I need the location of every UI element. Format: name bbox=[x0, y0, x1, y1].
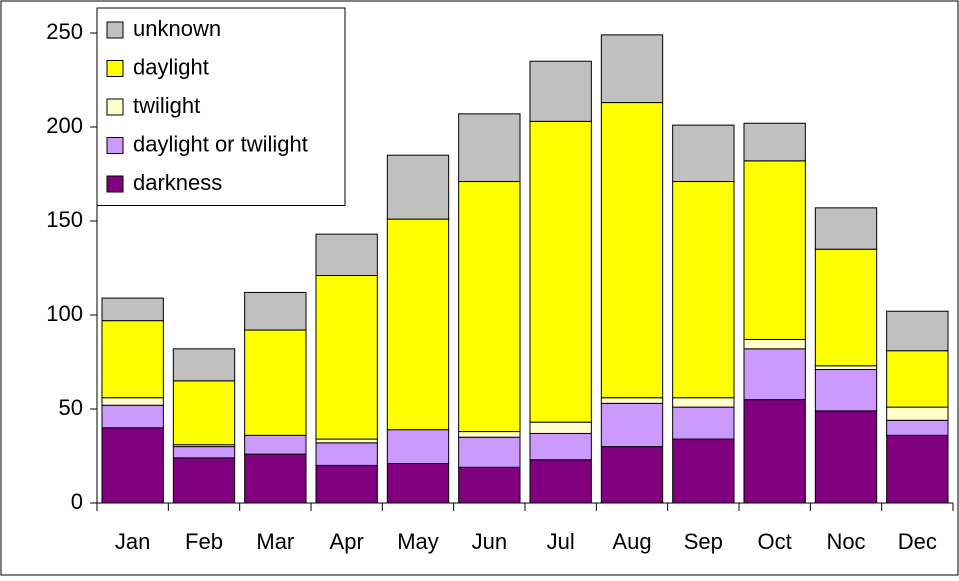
bar-segment bbox=[101, 397, 164, 406]
x-tick-label: Feb bbox=[185, 529, 223, 554]
bar-segment bbox=[672, 397, 735, 408]
bar-segment bbox=[315, 233, 378, 277]
bar-segment bbox=[814, 369, 878, 412]
bar-segment bbox=[386, 429, 450, 465]
bar-segment bbox=[529, 421, 592, 434]
bar-segment bbox=[315, 275, 378, 440]
bar-segment bbox=[458, 113, 521, 183]
legend-label: daylight or twilight bbox=[133, 131, 308, 156]
x-tick-label: Noc bbox=[826, 529, 865, 554]
bar-segment bbox=[672, 406, 735, 440]
x-tick-label: Aug bbox=[612, 529, 651, 554]
bar-segment bbox=[101, 297, 164, 322]
x-tick-label: Oct bbox=[758, 529, 792, 554]
bar-segment bbox=[101, 404, 164, 429]
x-tick-label: Jan bbox=[115, 529, 150, 554]
bar-segment bbox=[886, 350, 949, 408]
bar-segment bbox=[886, 310, 949, 352]
bar-segment bbox=[743, 348, 806, 401]
bar-segment bbox=[172, 457, 236, 504]
bar-segment bbox=[458, 466, 521, 504]
bar-segment bbox=[172, 446, 236, 459]
bar-segment bbox=[244, 453, 307, 504]
bar-segment bbox=[886, 434, 949, 504]
bar-segment bbox=[743, 399, 806, 504]
bar-segment bbox=[672, 181, 735, 399]
y-tick-label: 250 bbox=[46, 19, 83, 44]
legend-label: darkness bbox=[133, 170, 222, 195]
x-tick-label: Jun bbox=[472, 529, 507, 554]
bar-segment bbox=[386, 218, 450, 431]
bar-segment bbox=[244, 291, 307, 331]
y-tick-label: 200 bbox=[46, 113, 83, 138]
bar-segment bbox=[529, 120, 592, 423]
legend-swatch bbox=[106, 175, 124, 193]
bar-segment bbox=[244, 329, 307, 436]
bar-segment bbox=[101, 320, 164, 399]
x-tick-label: Jul bbox=[547, 529, 575, 554]
y-tick-label: 50 bbox=[59, 395, 83, 420]
bar-segment bbox=[458, 181, 521, 433]
bar-segment bbox=[315, 442, 378, 466]
legend-box bbox=[96, 7, 346, 206]
bar-segment bbox=[172, 348, 236, 382]
bar-segment bbox=[315, 464, 378, 504]
bar-segment bbox=[529, 459, 592, 504]
bar-segment bbox=[886, 419, 949, 436]
bar-segment bbox=[743, 122, 806, 162]
bar-segment bbox=[172, 380, 236, 446]
y-tick-label: 150 bbox=[46, 207, 83, 232]
legend-label: unknown bbox=[133, 16, 221, 41]
bar-segment bbox=[814, 410, 878, 504]
x-tick-label: May bbox=[397, 529, 439, 554]
bar-segment bbox=[600, 34, 664, 104]
x-tick-label: Mar bbox=[256, 529, 294, 554]
bar-segment bbox=[600, 397, 664, 404]
legend-swatch bbox=[106, 21, 124, 39]
bar-segment bbox=[101, 427, 164, 504]
bar-segment bbox=[529, 432, 592, 461]
bar-segment bbox=[600, 446, 664, 504]
legend-swatch bbox=[106, 137, 124, 154]
bar-segment bbox=[814, 365, 878, 371]
bar-segment bbox=[386, 154, 450, 220]
bar-segment bbox=[743, 160, 806, 340]
bar-segment bbox=[814, 248, 878, 367]
bar-segment bbox=[600, 402, 664, 448]
legend-swatch bbox=[106, 98, 124, 116]
legend-label: twilight bbox=[133, 93, 200, 118]
bar-segment bbox=[600, 102, 664, 399]
y-tick-label: 100 bbox=[46, 301, 83, 326]
legend-swatch bbox=[106, 60, 124, 77]
bar-segment bbox=[458, 431, 521, 438]
bar-segment bbox=[529, 60, 592, 122]
bar-segment bbox=[672, 438, 735, 504]
bar-segment bbox=[886, 406, 949, 421]
bar-segment bbox=[315, 438, 378, 444]
x-tick-label: Dec bbox=[898, 529, 937, 554]
bar-segment bbox=[458, 436, 521, 468]
x-tick-label: Apr bbox=[330, 529, 364, 554]
bar-segment bbox=[672, 124, 735, 183]
bar-segment bbox=[743, 338, 806, 350]
y-tick-label: 0 bbox=[71, 489, 83, 514]
bar-segment bbox=[244, 434, 307, 455]
bar-segment bbox=[814, 207, 878, 250]
x-tick-label: Sep bbox=[684, 529, 723, 554]
bar-segment bbox=[386, 463, 450, 504]
legend-label: daylight bbox=[133, 54, 209, 79]
